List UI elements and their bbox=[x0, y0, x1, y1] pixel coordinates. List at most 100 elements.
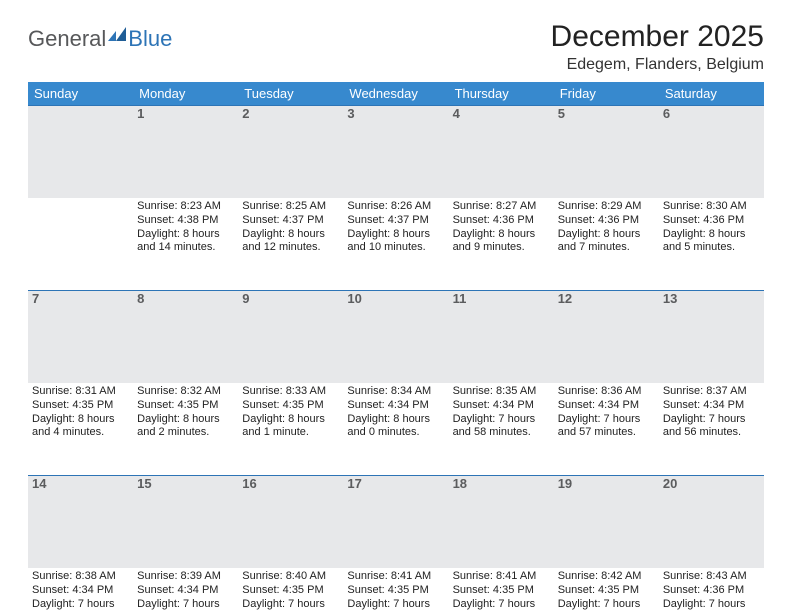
weekday-header: Saturday bbox=[659, 82, 764, 106]
daylight-line: Daylight: 8 hours and 4 minutes. bbox=[32, 413, 129, 441]
sunrise-line: Sunrise: 8:29 AM bbox=[558, 200, 655, 214]
day-cell: Sunrise: 8:40 AMSunset: 4:35 PMDaylight:… bbox=[238, 568, 343, 612]
sunrise-line: Sunrise: 8:39 AM bbox=[137, 570, 234, 584]
daylight-line: Daylight: 8 hours and 10 minutes. bbox=[347, 228, 444, 256]
sunset-line: Sunset: 4:35 PM bbox=[347, 584, 444, 598]
day-cell: Sunrise: 8:31 AMSunset: 4:35 PMDaylight:… bbox=[28, 383, 133, 476]
sunrise-line: Sunrise: 8:41 AM bbox=[453, 570, 550, 584]
day-cell: Sunrise: 8:41 AMSunset: 4:35 PMDaylight:… bbox=[449, 568, 554, 612]
day-cell-lines: Sunrise: 8:26 AMSunset: 4:37 PMDaylight:… bbox=[347, 198, 444, 255]
day-cell-lines: Sunrise: 8:41 AMSunset: 4:35 PMDaylight:… bbox=[347, 568, 444, 612]
sunset-line: Sunset: 4:35 PM bbox=[137, 399, 234, 413]
day-cell: Sunrise: 8:26 AMSunset: 4:37 PMDaylight:… bbox=[343, 198, 448, 291]
daylight-line: Daylight: 8 hours and 1 minute. bbox=[242, 413, 339, 441]
day-number: 7 bbox=[28, 291, 133, 384]
day-number: 1 bbox=[133, 106, 238, 199]
day-cell-lines: Sunrise: 8:36 AMSunset: 4:34 PMDaylight:… bbox=[558, 383, 655, 440]
day-number-row: 123456 bbox=[28, 106, 764, 199]
sunset-line: Sunset: 4:34 PM bbox=[453, 399, 550, 413]
day-cell: Sunrise: 8:32 AMSunset: 4:35 PMDaylight:… bbox=[133, 383, 238, 476]
sunset-line: Sunset: 4:34 PM bbox=[137, 584, 234, 598]
location-subtitle: Edegem, Flanders, Belgium bbox=[551, 56, 764, 74]
sunset-line: Sunset: 4:34 PM bbox=[558, 399, 655, 413]
day-number: 5 bbox=[554, 106, 659, 199]
sunrise-line: Sunrise: 8:37 AM bbox=[663, 385, 760, 399]
calendar-table: Sunday Monday Tuesday Wednesday Thursday… bbox=[28, 82, 764, 612]
day-content-row: Sunrise: 8:38 AMSunset: 4:34 PMDaylight:… bbox=[28, 568, 764, 612]
sunset-line: Sunset: 4:35 PM bbox=[242, 399, 339, 413]
sunset-line: Sunset: 4:37 PM bbox=[347, 214, 444, 228]
day-cell-lines: Sunrise: 8:37 AMSunset: 4:34 PMDaylight:… bbox=[663, 383, 760, 440]
day-number: 3 bbox=[343, 106, 448, 199]
sunrise-line: Sunrise: 8:27 AM bbox=[453, 200, 550, 214]
day-cell-lines: Sunrise: 8:23 AMSunset: 4:38 PMDaylight:… bbox=[137, 198, 234, 255]
daylight-line: Daylight: 7 hours and 53 minutes. bbox=[663, 598, 760, 612]
sunrise-line: Sunrise: 8:38 AM bbox=[32, 570, 129, 584]
sunrise-line: Sunrise: 8:25 AM bbox=[242, 200, 339, 214]
sunset-line: Sunset: 4:34 PM bbox=[32, 584, 129, 598]
weekday-header: Thursday bbox=[449, 82, 554, 106]
weekday-header: Wednesday bbox=[343, 82, 448, 106]
sunset-line: Sunset: 4:36 PM bbox=[453, 214, 550, 228]
day-number: 2 bbox=[238, 106, 343, 199]
logo-text-general: General bbox=[28, 26, 106, 52]
day-number-row: 78910111213 bbox=[28, 291, 764, 384]
calendar-page: General Blue December 2025 Edegem, Fland… bbox=[0, 0, 792, 612]
day-number: 17 bbox=[343, 476, 448, 569]
day-number: 4 bbox=[449, 106, 554, 199]
month-title: December 2025 bbox=[551, 20, 764, 54]
daylight-line: Daylight: 7 hours and 53 minutes. bbox=[453, 598, 550, 612]
day-content-row: Sunrise: 8:23 AMSunset: 4:38 PMDaylight:… bbox=[28, 198, 764, 291]
day-cell: Sunrise: 8:43 AMSunset: 4:36 PMDaylight:… bbox=[659, 568, 764, 612]
header: General Blue December 2025 Edegem, Fland… bbox=[28, 20, 764, 74]
day-cell-lines: Sunrise: 8:25 AMSunset: 4:37 PMDaylight:… bbox=[242, 198, 339, 255]
sunrise-line: Sunrise: 8:31 AM bbox=[32, 385, 129, 399]
sunset-line: Sunset: 4:35 PM bbox=[453, 584, 550, 598]
sunset-line: Sunset: 4:34 PM bbox=[347, 399, 444, 413]
day-cell-lines bbox=[32, 198, 129, 200]
day-cell: Sunrise: 8:33 AMSunset: 4:35 PMDaylight:… bbox=[238, 383, 343, 476]
daylight-line: Daylight: 7 hours and 53 minutes. bbox=[558, 598, 655, 612]
daylight-line: Daylight: 7 hours and 54 minutes. bbox=[242, 598, 339, 612]
sunset-line: Sunset: 4:34 PM bbox=[663, 399, 760, 413]
day-number: 10 bbox=[343, 291, 448, 384]
weekday-header: Friday bbox=[554, 82, 659, 106]
day-cell-lines: Sunrise: 8:29 AMSunset: 4:36 PMDaylight:… bbox=[558, 198, 655, 255]
day-content-row: Sunrise: 8:31 AMSunset: 4:35 PMDaylight:… bbox=[28, 383, 764, 476]
sunset-line: Sunset: 4:36 PM bbox=[663, 214, 760, 228]
sunset-line: Sunset: 4:36 PM bbox=[663, 584, 760, 598]
sunset-line: Sunset: 4:36 PM bbox=[558, 214, 655, 228]
title-block: December 2025 Edegem, Flanders, Belgium bbox=[551, 20, 764, 74]
sunrise-line: Sunrise: 8:35 AM bbox=[453, 385, 550, 399]
day-cell-lines: Sunrise: 8:42 AMSunset: 4:35 PMDaylight:… bbox=[558, 568, 655, 612]
day-cell: Sunrise: 8:39 AMSunset: 4:34 PMDaylight:… bbox=[133, 568, 238, 612]
day-cell: Sunrise: 8:25 AMSunset: 4:37 PMDaylight:… bbox=[238, 198, 343, 291]
sunset-line: Sunset: 4:38 PM bbox=[137, 214, 234, 228]
daylight-line: Daylight: 7 hours and 56 minutes. bbox=[663, 413, 760, 441]
day-cell-lines: Sunrise: 8:33 AMSunset: 4:35 PMDaylight:… bbox=[242, 383, 339, 440]
daylight-line: Daylight: 8 hours and 12 minutes. bbox=[242, 228, 339, 256]
day-number: 14 bbox=[28, 476, 133, 569]
day-number: 9 bbox=[238, 291, 343, 384]
day-cell-lines: Sunrise: 8:30 AMSunset: 4:36 PMDaylight:… bbox=[663, 198, 760, 255]
day-cell-lines: Sunrise: 8:40 AMSunset: 4:35 PMDaylight:… bbox=[242, 568, 339, 612]
weekday-header-row: Sunday Monday Tuesday Wednesday Thursday… bbox=[28, 82, 764, 106]
day-cell: Sunrise: 8:42 AMSunset: 4:35 PMDaylight:… bbox=[554, 568, 659, 612]
sunrise-line: Sunrise: 8:26 AM bbox=[347, 200, 444, 214]
daylight-line: Daylight: 7 hours and 56 minutes. bbox=[32, 598, 129, 612]
day-cell-lines: Sunrise: 8:41 AMSunset: 4:35 PMDaylight:… bbox=[453, 568, 550, 612]
sunset-line: Sunset: 4:35 PM bbox=[558, 584, 655, 598]
logo-text-blue: Blue bbox=[128, 26, 172, 52]
day-number bbox=[28, 106, 133, 199]
day-cell-lines: Sunrise: 8:38 AMSunset: 4:34 PMDaylight:… bbox=[32, 568, 129, 612]
day-cell: Sunrise: 8:30 AMSunset: 4:36 PMDaylight:… bbox=[659, 198, 764, 291]
day-cell: Sunrise: 8:23 AMSunset: 4:38 PMDaylight:… bbox=[133, 198, 238, 291]
sunset-line: Sunset: 4:35 PM bbox=[242, 584, 339, 598]
logo-mark-icon bbox=[108, 27, 128, 41]
daylight-line: Daylight: 8 hours and 14 minutes. bbox=[137, 228, 234, 256]
day-cell: Sunrise: 8:37 AMSunset: 4:34 PMDaylight:… bbox=[659, 383, 764, 476]
day-cell-lines: Sunrise: 8:31 AMSunset: 4:35 PMDaylight:… bbox=[32, 383, 129, 440]
day-cell: Sunrise: 8:27 AMSunset: 4:36 PMDaylight:… bbox=[449, 198, 554, 291]
day-cell: Sunrise: 8:34 AMSunset: 4:34 PMDaylight:… bbox=[343, 383, 448, 476]
day-cell: Sunrise: 8:41 AMSunset: 4:35 PMDaylight:… bbox=[343, 568, 448, 612]
